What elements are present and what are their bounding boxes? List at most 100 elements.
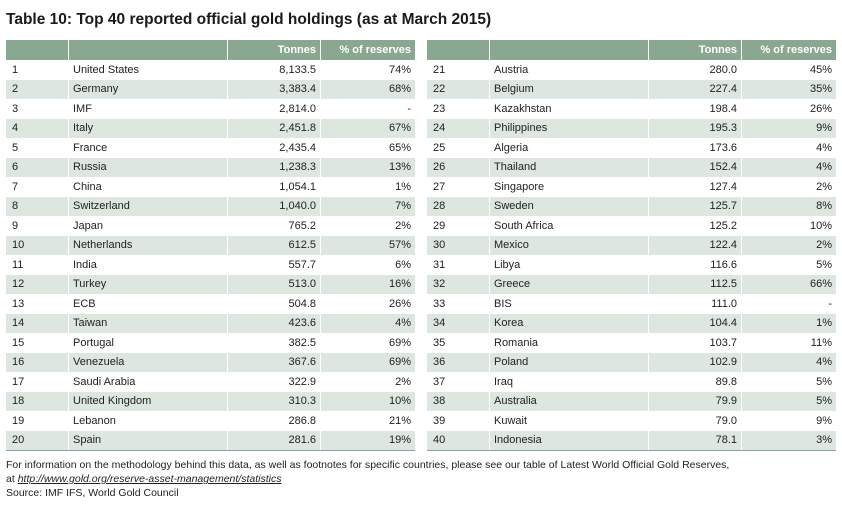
table-row: 34 Korea 104.4 1% <box>427 313 836 333</box>
country-cell: South Africa <box>489 216 649 236</box>
header-pct-reserves: % of reserves <box>741 40 836 60</box>
tonnes-cell: 125.7 <box>648 196 742 216</box>
country-cell: Romania <box>489 333 649 353</box>
table-row: 11 India 557.7 6% <box>6 255 415 275</box>
country-cell: Italy <box>68 118 228 138</box>
header-pct-reserves: % of reserves <box>320 40 415 60</box>
tonnes-cell: 310.3 <box>227 391 321 411</box>
table-row: 12 Turkey 513.0 16% <box>6 274 415 294</box>
pct-reserves-cell: 5% <box>741 255 836 275</box>
table-row: 39 Kuwait 79.0 9% <box>427 411 836 431</box>
rank-cell: 24 <box>427 118 490 138</box>
pct-reserves-cell: 11% <box>741 333 836 353</box>
header-country <box>489 40 649 60</box>
tonnes-cell: 173.6 <box>648 138 742 158</box>
rank-cell: 30 <box>427 235 490 255</box>
country-cell: Belgium <box>489 79 649 99</box>
pct-reserves-cell: 69% <box>320 333 415 353</box>
rank-cell: 4 <box>6 118 69 138</box>
pct-reserves-cell: 5% <box>741 391 836 411</box>
country-cell: Kazakhstan <box>489 99 649 119</box>
country-cell: Iraq <box>489 372 649 392</box>
country-cell: Mexico <box>489 235 649 255</box>
rank-cell: 35 <box>427 333 490 353</box>
tonnes-cell: 557.7 <box>227 255 321 275</box>
rank-cell: 32 <box>427 274 490 294</box>
rank-cell: 37 <box>427 372 490 392</box>
table-row: 21 Austria 280.0 45% <box>427 60 836 80</box>
rank-cell: 38 <box>427 391 490 411</box>
country-cell: BIS <box>489 294 649 314</box>
pct-reserves-cell: 65% <box>320 138 415 158</box>
tonnes-cell: 281.6 <box>227 430 321 451</box>
tonnes-cell: 152.4 <box>648 157 742 177</box>
pct-reserves-cell: 1% <box>741 313 836 333</box>
link-prefix: at <box>6 473 18 485</box>
table-row: 31 Libya 116.6 5% <box>427 255 836 275</box>
tonnes-cell: 322.9 <box>227 372 321 392</box>
table-row: 9 Japan 765.2 2% <box>6 216 415 236</box>
tonnes-cell: 2,814.0 <box>227 99 321 119</box>
country-cell: United Kingdom <box>68 391 228 411</box>
table-row: 4 Italy 2,451.8 67% <box>6 118 415 138</box>
pct-reserves-cell: 2% <box>320 372 415 392</box>
tonnes-cell: 127.4 <box>648 177 742 197</box>
tonnes-cell: 116.6 <box>648 255 742 275</box>
tonnes-cell: 8,133.5 <box>227 60 321 80</box>
rank-cell: 27 <box>427 177 490 197</box>
country-cell: France <box>68 138 228 158</box>
rank-cell: 21 <box>427 60 490 80</box>
table-row: 36 Poland 102.9 4% <box>427 352 836 372</box>
country-cell: India <box>68 255 228 275</box>
pct-reserves-cell: 57% <box>320 235 415 255</box>
country-cell: Libya <box>489 255 649 275</box>
country-cell: Poland <box>489 352 649 372</box>
rank-cell: 1 <box>6 60 69 80</box>
country-cell: Austria <box>489 60 649 80</box>
country-cell: Germany <box>68 79 228 99</box>
table-row: 18 United Kingdom 310.3 10% <box>6 391 415 411</box>
rank-cell: 28 <box>427 196 490 216</box>
table-body-left: 1 United States 8,133.5 74% 2 Germany 3,383.4 6… <box>6 60 415 451</box>
tonnes-cell: 195.3 <box>648 118 742 138</box>
rank-cell: 2 <box>6 79 69 99</box>
pct-reserves-cell: 16% <box>320 274 415 294</box>
country-cell: Australia <box>489 391 649 411</box>
rank-cell: 17 <box>6 372 69 392</box>
tonnes-cell: 1,238.3 <box>227 157 321 177</box>
tonnes-cell: 513.0 <box>227 274 321 294</box>
tonnes-cell: 2,451.8 <box>227 118 321 138</box>
rank-cell: 34 <box>427 313 490 333</box>
rank-cell: 18 <box>6 391 69 411</box>
header-rank <box>6 40 69 60</box>
pct-reserves-cell: 2% <box>741 235 836 255</box>
rank-cell: 3 <box>6 99 69 119</box>
rank-cell: 19 <box>6 411 69 431</box>
pct-reserves-cell: 66% <box>741 274 836 294</box>
rank-cell: 7 <box>6 177 69 197</box>
table-header-row: Tonnes % of reserves <box>427 40 836 60</box>
table-row: 5 France 2,435.4 65% <box>6 138 415 158</box>
header-country <box>68 40 228 60</box>
rank-cell: 20 <box>6 430 69 451</box>
pct-reserves-cell: 67% <box>320 118 415 138</box>
rank-cell: 6 <box>6 157 69 177</box>
tonnes-cell: 3,383.4 <box>227 79 321 99</box>
tonnes-cell: 382.5 <box>227 333 321 353</box>
statistics-link[interactable]: http://www.gold.org/reserve-asset-manage… <box>17 473 282 485</box>
pct-reserves-cell: 45% <box>741 60 836 80</box>
pct-reserves-cell: 4% <box>741 157 836 177</box>
country-cell: Netherlands <box>68 235 228 255</box>
table-row: 20 Spain 281.6 19% <box>6 430 415 451</box>
country-cell: Korea <box>489 313 649 333</box>
tonnes-cell: 111.0 <box>648 294 742 314</box>
tonnes-cell: 367.6 <box>227 352 321 372</box>
pct-reserves-cell: 68% <box>320 79 415 99</box>
tonnes-cell: 280.0 <box>648 60 742 80</box>
tonnes-cell: 198.4 <box>648 99 742 119</box>
table-row: 27 Singapore 127.4 2% <box>427 177 836 197</box>
tonnes-cell: 2,435.4 <box>227 138 321 158</box>
table-row: 32 Greece 112.5 66% <box>427 274 836 294</box>
pct-reserves-cell: 4% <box>741 138 836 158</box>
holdings-table-right: Tonnes % of reserves 21 Austria 280.0 45% 22… <box>427 40 836 451</box>
